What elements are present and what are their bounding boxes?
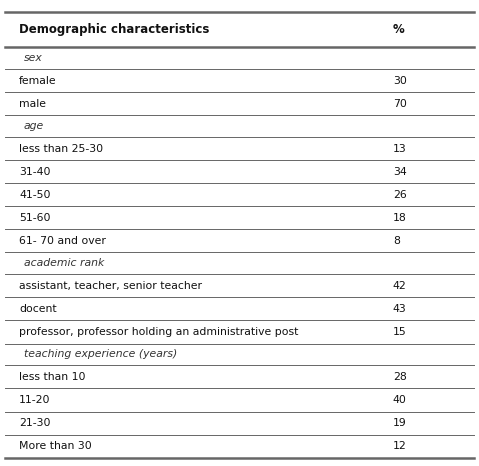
Text: More than 30: More than 30 bbox=[19, 441, 92, 451]
Text: age: age bbox=[24, 121, 44, 131]
Text: 34: 34 bbox=[393, 167, 407, 177]
Text: %: % bbox=[393, 23, 405, 36]
Text: Demographic characteristics: Demographic characteristics bbox=[19, 23, 209, 36]
Text: less than 10: less than 10 bbox=[19, 372, 86, 382]
Text: teaching experience (years): teaching experience (years) bbox=[24, 350, 177, 359]
Text: 30: 30 bbox=[393, 76, 407, 86]
Text: 42: 42 bbox=[393, 281, 407, 291]
Text: 8: 8 bbox=[393, 236, 399, 246]
Text: 12: 12 bbox=[393, 441, 407, 451]
Text: 70: 70 bbox=[393, 99, 407, 109]
Text: 13: 13 bbox=[393, 144, 407, 154]
Text: less than 25-30: less than 25-30 bbox=[19, 144, 103, 154]
Text: academic rank: academic rank bbox=[24, 259, 104, 268]
Text: 61- 70 and over: 61- 70 and over bbox=[19, 236, 106, 246]
Text: male: male bbox=[19, 99, 46, 109]
Text: 15: 15 bbox=[393, 327, 407, 337]
Text: sex: sex bbox=[24, 53, 43, 63]
Text: 28: 28 bbox=[393, 372, 407, 382]
Text: 41-50: 41-50 bbox=[19, 190, 51, 200]
Text: 40: 40 bbox=[393, 395, 407, 405]
Text: 43: 43 bbox=[393, 304, 407, 314]
Text: professor, professor holding an administrative post: professor, professor holding an administ… bbox=[19, 327, 298, 337]
Text: assistant, teacher, senior teacher: assistant, teacher, senior teacher bbox=[19, 281, 202, 291]
Text: 26: 26 bbox=[393, 190, 407, 200]
Text: 19: 19 bbox=[393, 418, 407, 428]
Text: 31-40: 31-40 bbox=[19, 167, 51, 177]
Text: female: female bbox=[19, 76, 57, 86]
Text: 21-30: 21-30 bbox=[19, 418, 51, 428]
Text: docent: docent bbox=[19, 304, 57, 314]
Text: 11-20: 11-20 bbox=[19, 395, 51, 405]
Text: 51-60: 51-60 bbox=[19, 213, 51, 223]
Text: 18: 18 bbox=[393, 213, 407, 223]
